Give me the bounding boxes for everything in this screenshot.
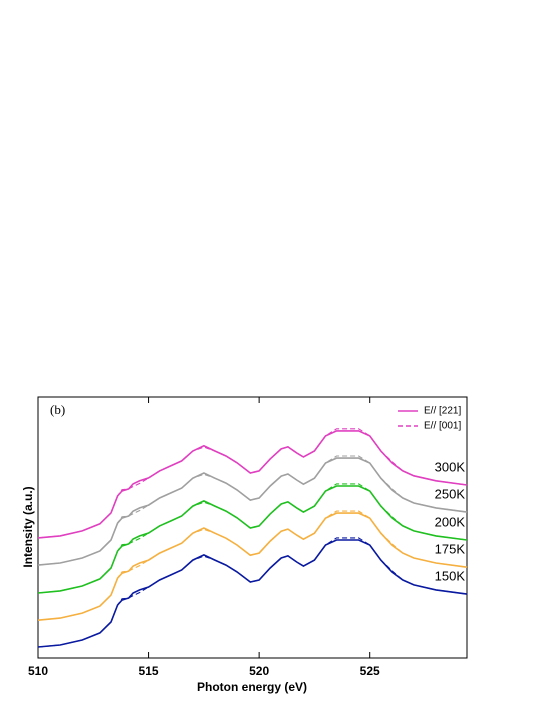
series-line (37, 537, 468, 648)
x-tick-label: 525 (360, 664, 380, 678)
series-label: 200K (435, 514, 466, 529)
plot-frame (37, 396, 468, 659)
x-tick-label: 510 (28, 664, 48, 678)
series-label: 250K (435, 487, 466, 502)
series-line (37, 428, 468, 539)
x-tick-label: 520 (249, 664, 269, 678)
series-label: 150K (435, 568, 466, 583)
series-line (37, 483, 468, 594)
series-line (37, 455, 468, 566)
series-label: 175K (435, 542, 466, 557)
panel-label: (b) (50, 402, 65, 417)
x-tick-label: 515 (139, 664, 159, 678)
series-line (37, 510, 468, 621)
y-axis-label: Intensity (a.u.) (21, 486, 35, 567)
series-label: 300K (435, 459, 466, 474)
legend-label: E// [001] (424, 421, 461, 432)
legend-label: E// [221] (424, 406, 461, 417)
x-axis-label: Photon energy (eV) (197, 680, 307, 694)
